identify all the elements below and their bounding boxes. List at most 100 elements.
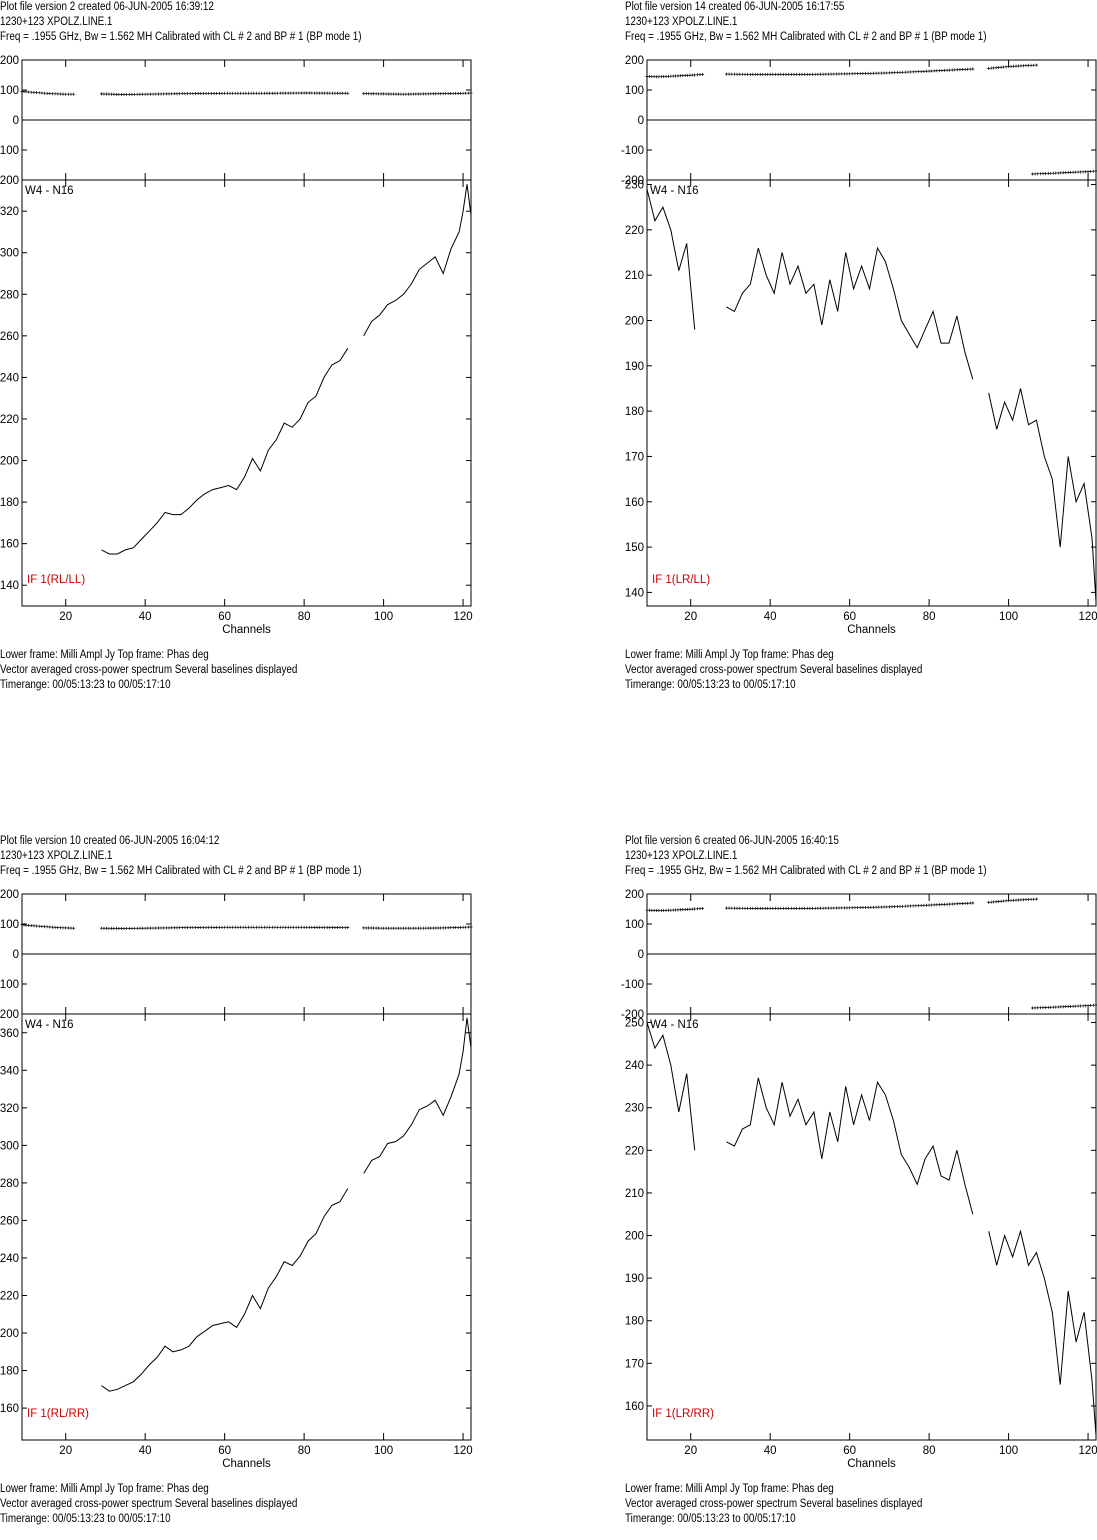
- phase-point: [743, 906, 747, 910]
- phase-point: [1044, 172, 1048, 175]
- phase-point: [127, 92, 131, 96]
- amplitude-y-tick-label: 360: [0, 1028, 19, 1040]
- phase-point: [336, 926, 340, 930]
- amplitude-y-tick-label: 160: [625, 497, 644, 509]
- phase-series: [987, 897, 1038, 904]
- amplitude-series-line: [101, 1188, 349, 1392]
- phase-point: [278, 925, 282, 929]
- phase-point: [228, 925, 232, 929]
- phase-point: [172, 926, 176, 930]
- amplitude-series-line: [646, 1022, 696, 1151]
- phase-point: [343, 91, 347, 95]
- amplitude-y-tick-label: 300: [0, 248, 19, 260]
- phase-point: [281, 91, 285, 95]
- x-tick-label: 60: [218, 1445, 231, 1457]
- amplitude-series-line: [726, 246, 974, 380]
- phase-point: [727, 906, 731, 910]
- phase-point: [262, 925, 266, 929]
- phase-y-tick-label: 0: [13, 115, 19, 127]
- phase-point: [48, 925, 52, 929]
- phase-point: [341, 91, 345, 95]
- baseline-label: W4 - N16: [650, 1019, 699, 1031]
- phase-point: [37, 91, 41, 95]
- phase-point: [72, 92, 76, 96]
- phase-point: [196, 92, 200, 95]
- amplitude-y-tick-label: 180: [0, 497, 19, 509]
- phase-point: [315, 925, 319, 929]
- phase-point: [466, 91, 470, 95]
- phase-series: [1030, 169, 1097, 176]
- phase-point: [45, 91, 49, 95]
- phase-point: [154, 92, 158, 96]
- phase-point: [693, 907, 697, 911]
- phase-y-tick-label: 100: [625, 919, 644, 931]
- amplitude-y-tick-label: 200: [625, 315, 644, 327]
- x-axis-label: Channels: [222, 624, 271, 636]
- phase-point: [961, 67, 965, 71]
- phase-point: [318, 91, 322, 95]
- phase-point: [148, 926, 152, 930]
- phase-point: [194, 926, 198, 930]
- baseline-label: W4 - N16: [25, 185, 74, 197]
- phase-point: [257, 925, 261, 929]
- phase-point: [871, 71, 875, 75]
- phase-point: [727, 72, 731, 76]
- phase-point: [943, 902, 947, 906]
- phase-point: [204, 925, 208, 929]
- phase-point: [244, 91, 248, 95]
- phase-point: [922, 69, 926, 73]
- phase-point: [180, 92, 184, 96]
- phase-point: [861, 72, 865, 75]
- amplitude-y-tick-label: 180: [625, 406, 644, 418]
- header-line-source: 1230+123 XPOLZ.LINE.1: [0, 850, 113, 862]
- phase-point: [130, 926, 134, 930]
- phase-point: [58, 92, 62, 96]
- amplitude-y-tick-label: 170: [625, 451, 644, 463]
- phase-point: [32, 924, 36, 928]
- phase-point: [276, 925, 280, 929]
- phase-point: [740, 906, 744, 910]
- phase-point: [292, 925, 296, 929]
- phase-point: [249, 91, 253, 95]
- phase-point: [156, 926, 160, 930]
- phase-series: [645, 72, 705, 79]
- phase-point: [803, 906, 807, 910]
- amplitude-y-tick-label: 230: [625, 180, 644, 192]
- amplitude-y-tick-label: 220: [0, 414, 19, 426]
- phase-point: [464, 91, 468, 95]
- x-tick-label: 100: [999, 1445, 1018, 1457]
- footer-line-timerange: Timerange: 00/05:13:23 to 00/05:17:10: [0, 679, 171, 691]
- header-line-source: 1230+123 XPOLZ.LINE.1: [0, 16, 113, 28]
- phase-point: [312, 925, 316, 929]
- phase-point: [776, 72, 780, 76]
- phase-point: [917, 70, 921, 74]
- phase-point: [829, 906, 833, 910]
- phase-point: [228, 91, 232, 95]
- plot-footer: Lower frame: Milli Ampl Jy Top frame: Ph…: [0, 648, 297, 693]
- phase-series: [20, 90, 76, 96]
- phase-point: [225, 91, 229, 95]
- phase-point: [832, 906, 836, 910]
- phase-point: [188, 926, 192, 930]
- phase-point: [191, 92, 195, 96]
- phase-point: [871, 905, 875, 909]
- plot-footer: Lower frame: Milli Ampl Jy Top frame: Ph…: [0, 1482, 297, 1527]
- x-tick-label: 40: [764, 1445, 777, 1457]
- phase-point: [133, 92, 137, 96]
- phase-point: [958, 68, 962, 72]
- amplitude-y-tick-label: 180: [0, 1366, 19, 1378]
- phase-y-tick-label: 200: [0, 889, 19, 901]
- amplitude-y-tick-label: 190: [625, 361, 644, 373]
- phase-point: [299, 91, 303, 95]
- phase-point: [194, 92, 198, 96]
- phase-point: [294, 925, 298, 929]
- phase-point: [164, 926, 168, 930]
- amplitude-y-tick-label: 280: [0, 1178, 19, 1190]
- phase-point: [43, 91, 47, 95]
- phase-point: [151, 926, 155, 930]
- phase-point: [461, 91, 465, 95]
- phase-point: [244, 925, 248, 929]
- phase-y-tick-label: -200: [621, 175, 644, 187]
- phase-point: [1033, 172, 1037, 176]
